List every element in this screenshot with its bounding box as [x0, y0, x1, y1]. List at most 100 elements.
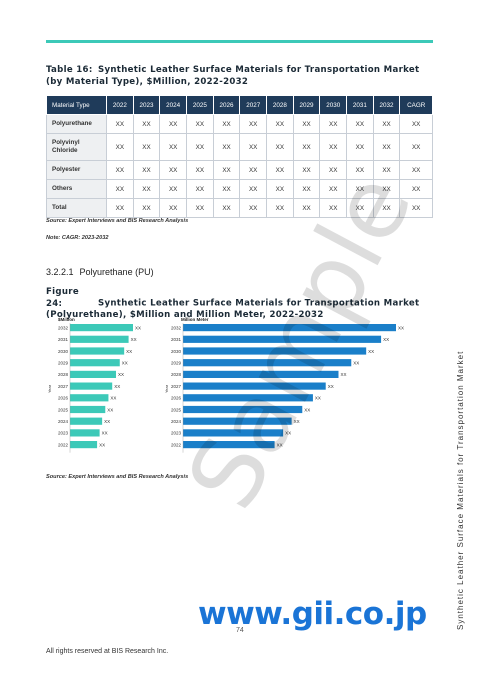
- table-label: Table 16:: [46, 65, 93, 75]
- bar: [70, 441, 98, 449]
- table-cell: XX: [266, 133, 294, 161]
- table-cell: XX: [186, 133, 214, 161]
- column-header: 2023: [132, 95, 161, 115]
- row-label: Polyvinyl Chloride: [46, 133, 107, 161]
- page-number: 74: [236, 627, 244, 634]
- figure-source: Source: Expert Interviews and BIS Resear…: [46, 474, 189, 480]
- table-cell: XX: [319, 179, 348, 199]
- data-label: XX: [99, 442, 105, 447]
- table-cell: XX: [292, 133, 321, 161]
- data-label: XX: [114, 384, 120, 389]
- bar: [70, 394, 109, 402]
- bar: [183, 335, 382, 343]
- tick-label: 2027: [58, 384, 69, 389]
- chart-right-unit: Million Meter: [181, 317, 209, 322]
- table-row: Polyester XX XX XX XX XX XX XX XX XX XX XX XX: [46, 160, 433, 180]
- top-rule: [46, 40, 433, 43]
- table-cell: XX: [159, 133, 188, 161]
- bar: [183, 324, 396, 332]
- row-label: Total: [46, 198, 107, 218]
- bar: [183, 382, 326, 390]
- tick-label: 2026: [171, 396, 182, 401]
- bar: [183, 429, 284, 437]
- bar: [70, 417, 103, 425]
- table-cell: XX: [159, 114, 188, 134]
- table-cell: XX: [319, 114, 348, 134]
- table-cell: XX: [186, 114, 214, 134]
- table-cell: XX: [132, 160, 161, 180]
- table-title: Synthetic Leather Surface Materials for …: [46, 65, 420, 87]
- table-cell: XX: [346, 198, 374, 218]
- table-cell: XX: [239, 179, 268, 199]
- table-cell: XX: [106, 179, 134, 199]
- table-cell: XX: [319, 160, 348, 180]
- table-cell: XX: [132, 114, 161, 134]
- table-cell: XX: [346, 179, 374, 199]
- table-cell: XX: [266, 198, 294, 218]
- table-row: Total XX XX XX XX XX XX XX XX XX XX XX XX: [46, 198, 433, 218]
- table-cell: XX: [106, 160, 134, 180]
- bar: [70, 335, 129, 343]
- bar: [183, 394, 313, 402]
- tick-label: 2028: [171, 372, 182, 377]
- bar: [70, 429, 100, 437]
- bar: [183, 417, 292, 425]
- table-cell: XX: [266, 160, 294, 180]
- table-cell: XX: [319, 133, 348, 161]
- table-cell: XX: [159, 160, 188, 180]
- data-label: XX: [118, 372, 124, 377]
- table-cell: XX: [372, 179, 401, 199]
- chart-left-ylabel: Year: [47, 384, 52, 393]
- tick-label: 2024: [171, 419, 182, 424]
- table-cell: XX: [132, 133, 161, 161]
- chart-left-unit: $Million: [58, 317, 75, 322]
- figure-caption: Figure 24: Synthetic Leather Surface Mate…: [46, 287, 426, 322]
- data-label: XX: [110, 396, 116, 401]
- table-cell: XX: [399, 198, 433, 218]
- column-header: 2026: [212, 95, 241, 115]
- figure-label: Figure 24:: [46, 287, 79, 309]
- chart-right: 2032 XX 2031 XX 2030 XX 2029 XX 2028 XX 2027 XX 2026…: [171, 323, 404, 453]
- tick-label: 2023: [58, 431, 69, 436]
- column-header: 2025: [186, 95, 214, 115]
- table-cell: XX: [186, 160, 214, 180]
- table-header-row: Material Type 2022 2023 2024 2025 2026 2027 202…: [46, 95, 433, 115]
- bar: [183, 441, 275, 449]
- table-cell: XX: [292, 198, 321, 218]
- table-cell: XX: [399, 160, 433, 180]
- table-cell: XX: [212, 198, 241, 218]
- table-cell: XX: [212, 160, 241, 180]
- data-label: XX: [131, 337, 137, 342]
- table-cell: XX: [106, 198, 134, 218]
- table-cell: XX: [399, 179, 433, 199]
- column-header: 2028: [266, 95, 294, 115]
- data-label: XX: [135, 325, 141, 330]
- column-header: 2029: [292, 95, 321, 115]
- tick-label: 2025: [58, 407, 69, 412]
- table-cell: XX: [292, 160, 321, 180]
- table-cell: XX: [292, 179, 321, 199]
- data-label: XX: [304, 407, 310, 412]
- table-cell: XX: [106, 133, 134, 161]
- column-header: 2032: [372, 95, 401, 115]
- data-label: XX: [285, 431, 291, 436]
- row-label: Others: [46, 179, 107, 199]
- column-header: Material Type: [46, 95, 107, 115]
- bar: [183, 359, 352, 367]
- section-heading: 3.2.2.1 Polyurethane (PU): [46, 267, 154, 277]
- website-link[interactable]: www.gii.co.jp: [198, 596, 427, 632]
- row-label: Polyurethane: [46, 114, 107, 134]
- table-cell: XX: [399, 114, 433, 134]
- tick-label: 2032: [171, 325, 182, 330]
- tick-label: 2029: [171, 361, 182, 366]
- data-label: XX: [340, 372, 346, 377]
- table-cell: XX: [346, 133, 374, 161]
- tick-label: 2022: [171, 442, 182, 447]
- tick-label: 2027: [171, 384, 182, 389]
- bar: [183, 370, 339, 378]
- bar: [70, 359, 120, 367]
- table-cell: XX: [106, 114, 134, 134]
- tick-label: 2031: [58, 337, 69, 342]
- table-cell: XX: [212, 133, 241, 161]
- table-cell: XX: [159, 179, 188, 199]
